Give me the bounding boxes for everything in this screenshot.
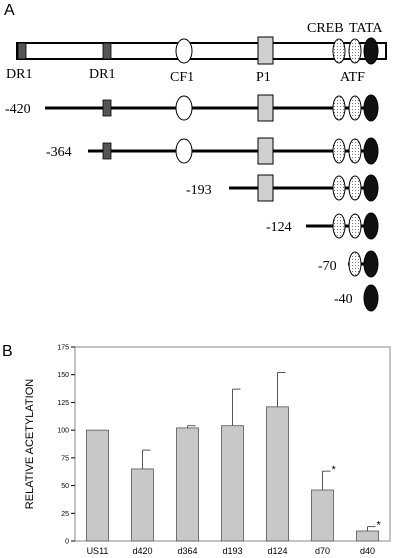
deletion-construct-40: -40 <box>334 284 379 312</box>
x-tick-label: d364 <box>177 546 197 556</box>
panel-a: A DR1 DR1 CF1 P1 CREB TATA ATF -420 <box>4 2 387 312</box>
tata-element <box>363 212 379 240</box>
label-atf: ATF <box>340 70 365 85</box>
deletion-label: -40 <box>334 292 353 307</box>
tata-element <box>363 37 379 65</box>
creb-element-2 <box>348 213 362 239</box>
cf1-element <box>175 95 193 121</box>
label-dr1-left: DR1 <box>6 67 32 82</box>
dr1-element <box>102 142 112 160</box>
tata-element <box>363 94 379 122</box>
x-tick-label: d124 <box>267 546 287 556</box>
dr1-element <box>102 99 112 117</box>
bar-d420 <box>131 468 154 542</box>
deletion-label: -193 <box>186 183 212 198</box>
deletion-label: -364 <box>46 145 72 160</box>
label-tata: TATA <box>349 21 383 36</box>
bar-chart: 0 25 50 75 100 125 150 175 RELATIVE ACETYLATION U… <box>24 345 391 556</box>
label-dr1-right: DR1 <box>89 67 115 82</box>
tata-element <box>363 174 379 202</box>
cf1-element <box>175 138 193 164</box>
tata-element <box>363 250 379 278</box>
x-tick-label: d70 <box>315 546 330 556</box>
x-tick-label: US11 <box>87 546 109 556</box>
y-tick-label: 150 <box>57 372 69 379</box>
panel-b: B 0 25 50 75 100 125 150 175 RELATIVE ACETYLATIO… <box>2 343 391 556</box>
deletion-label: -124 <box>266 220 292 235</box>
deletion-construct-124: -124 <box>266 212 379 240</box>
deletion-label: -420 <box>5 102 31 117</box>
bar-US11 <box>86 429 109 542</box>
deletion-label: -70 <box>318 259 337 274</box>
bar-d193 <box>221 425 244 542</box>
p1-element <box>257 36 274 65</box>
tata-element <box>363 137 379 165</box>
label-creb: CREB <box>307 21 344 36</box>
bar-d364 <box>176 427 199 542</box>
cf1-element <box>175 38 193 64</box>
label-p1: P1 <box>256 70 271 85</box>
creb-element-1 <box>332 95 346 121</box>
x-tick-label: d40 <box>360 546 375 556</box>
p1-element <box>257 137 274 165</box>
creb-element-2 <box>348 138 362 164</box>
deletion-construct-364: -364 <box>46 137 379 165</box>
tata-element <box>363 284 379 312</box>
creb-element-2 <box>348 38 362 64</box>
deletion-construct-193: -193 <box>186 174 379 202</box>
dr1-element-right <box>102 42 112 60</box>
y-tick-label: 100 <box>57 428 69 435</box>
deletion-construct-420: -420 <box>5 94 379 122</box>
creb-element-2 <box>348 175 362 201</box>
significance-mark: * <box>377 520 382 532</box>
y-tick-label: 25 <box>61 511 69 518</box>
panel-a-label: A <box>4 2 15 19</box>
y-tick-label: 75 <box>61 455 69 462</box>
dr1-element-left <box>17 42 27 60</box>
x-tick-label: d420 <box>132 546 152 556</box>
y-tick-label: 175 <box>57 345 69 352</box>
creb-element-1 <box>332 213 346 239</box>
creb-element-2 <box>348 95 362 121</box>
creb-element-1 <box>332 175 346 201</box>
y-tick-label: 125 <box>57 400 69 407</box>
label-cf1: CF1 <box>170 70 194 85</box>
bar-d70 <box>311 489 334 542</box>
panel-b-label: B <box>2 343 13 360</box>
y-axis-label: RELATIVE ACETYLATION <box>24 379 36 509</box>
y-tick-label: 0 <box>65 539 69 546</box>
creb-element-1 <box>332 138 346 164</box>
y-tick-label: 50 <box>61 483 69 490</box>
bar-d40 <box>356 530 379 542</box>
significance-mark: * <box>332 464 337 476</box>
creb-element-1 <box>332 38 346 64</box>
bar-d124 <box>266 406 289 542</box>
deletion-construct-70: -70 <box>318 250 379 278</box>
full-promoter-construct <box>16 36 387 65</box>
p1-element <box>257 174 274 202</box>
promoter-box <box>16 42 387 60</box>
p1-element <box>257 94 274 122</box>
x-tick-label: d193 <box>222 546 242 556</box>
creb-element <box>348 251 362 277</box>
